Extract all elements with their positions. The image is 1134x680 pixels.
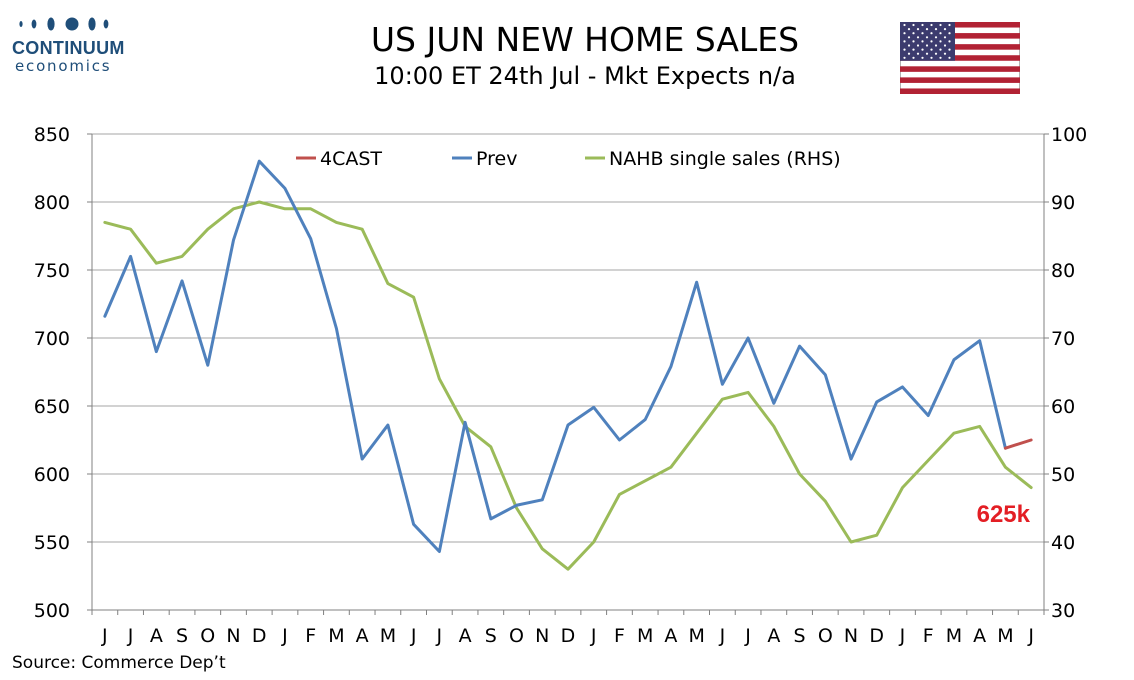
x-tick-label: A (356, 625, 369, 647)
x-tick-label: J (101, 625, 108, 647)
x-tick-label: J (1027, 625, 1034, 647)
legend-label: NAHB single sales (RHS) (609, 148, 841, 170)
logo-subtext: economics (15, 57, 112, 75)
y-tick-label: 650 (34, 396, 70, 418)
x-tick-label: A (973, 625, 986, 647)
x-tick-label: J (436, 625, 443, 647)
series-line-prev (103, 159, 1007, 554)
y-tick-label: 700 (34, 328, 70, 350)
x-tick-label: D (869, 625, 884, 647)
x-tick-label: J (899, 625, 906, 647)
y2-tick-label: 70 (1051, 328, 1075, 350)
logo-wordmark: CONTINUUM (12, 38, 125, 58)
x-tick-label: J (590, 625, 597, 647)
y-tick-label: 500 (34, 600, 70, 622)
x-tick-label: A (459, 625, 472, 647)
x-tick-label: O (509, 625, 524, 647)
x-tick-label: J (719, 625, 726, 647)
y-tick-label: 600 (34, 464, 70, 486)
x-tick-label: S (176, 625, 188, 647)
y2-tick-label: 40 (1051, 532, 1075, 554)
y2-tick-label: 60 (1051, 396, 1075, 418)
x-tick-label: D (252, 625, 267, 647)
x-tick-label: M (637, 625, 653, 647)
x-tick-label: J (410, 625, 417, 647)
us-flag-icon (900, 22, 1020, 94)
x-tick-label: S (485, 625, 497, 647)
x-tick-label: F (305, 625, 316, 647)
x-tick-label: F (923, 625, 934, 647)
x-tick-label: S (794, 625, 806, 647)
x-tick-label: O (818, 625, 833, 647)
y2-tick-label: 80 (1051, 260, 1075, 282)
y-tick-label: 550 (34, 532, 70, 554)
legend-label: 4CAST (320, 148, 382, 170)
y-tick-label: 750 (34, 260, 70, 282)
x-tick-label: M (688, 625, 704, 647)
x-tick-label: A (150, 625, 163, 647)
brand-logo: CONTINUUM economics (12, 14, 142, 74)
x-tick-label: D (561, 625, 576, 647)
x-tick-label: N (844, 625, 858, 647)
series-line-nahb-single-sales-rhs (103, 200, 1033, 571)
logo-dots-icon (19, 17, 109, 31)
chart-subtitle: 10:00 ET 24th Jul - Mkt Expects n/a (374, 62, 796, 90)
source-note: Source: Commerce Dep’t (12, 653, 226, 673)
x-tick-label: M (997, 625, 1013, 647)
x-tick-label: J (127, 625, 134, 647)
x-tick-label: M (946, 625, 962, 647)
x-tick-label: F (614, 625, 625, 647)
legend-label: Prev (476, 148, 517, 170)
x-tick-label: J (744, 625, 751, 647)
x-tick-label: M (328, 625, 344, 647)
x-tick-label: N (535, 625, 549, 647)
y-tick-label: 800 (34, 192, 70, 214)
chart-title: US JUN NEW HOME SALES (370, 20, 800, 59)
x-tick-label: A (767, 625, 780, 647)
x-tick-label: N (226, 625, 240, 647)
y2-tick-label: 100 (1051, 124, 1087, 146)
y2-tick-label: 50 (1051, 464, 1075, 486)
x-tick-label: O (200, 625, 215, 647)
forecast-callout: 625k (977, 501, 1031, 528)
y2-tick-label: 30 (1051, 600, 1075, 622)
x-tick-label: A (664, 625, 677, 647)
x-tick-label: J (281, 625, 288, 647)
y-tick-label: 850 (34, 124, 70, 146)
y2-tick-label: 90 (1051, 192, 1075, 214)
x-tick-label: M (380, 625, 396, 647)
series-line-4cast (1003, 438, 1033, 450)
